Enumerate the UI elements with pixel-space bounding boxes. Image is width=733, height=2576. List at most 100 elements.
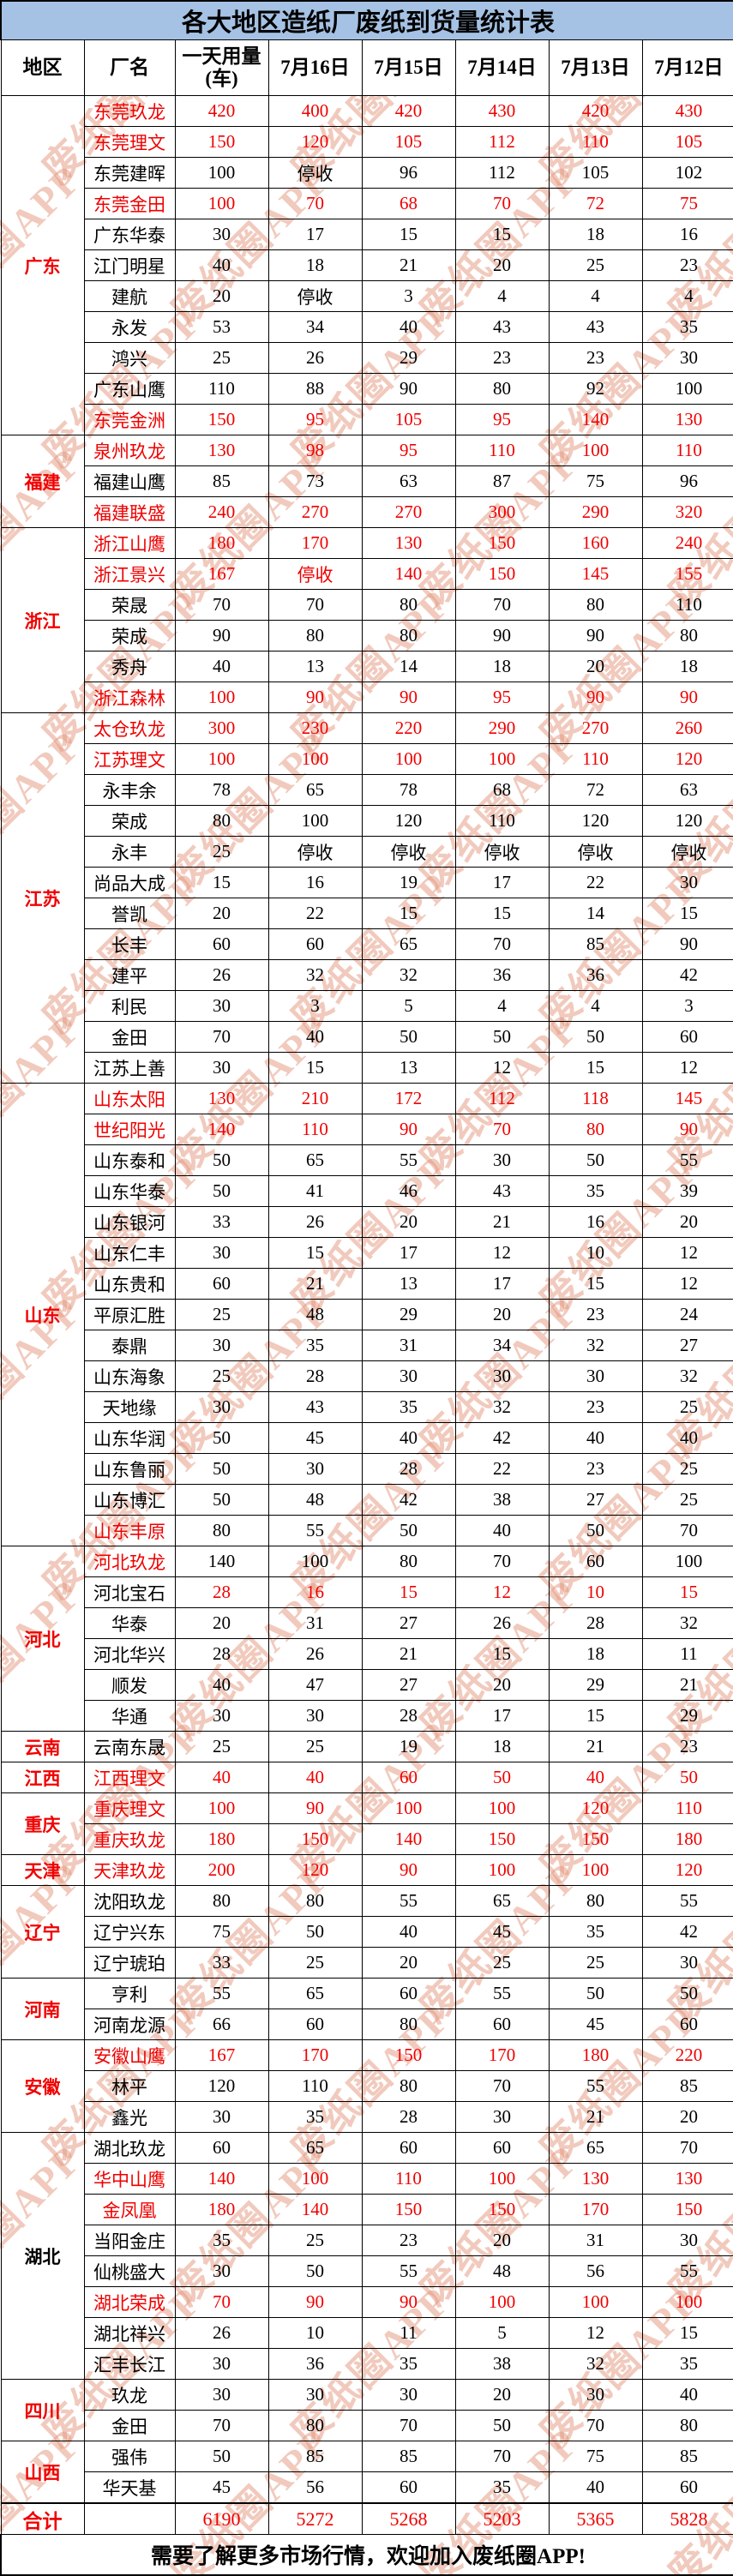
- value-cell: 56: [267, 2471, 363, 2504]
- value-cell: 105: [361, 126, 456, 158]
- value-cell: 110: [174, 373, 269, 405]
- value-cell: 35: [548, 1916, 643, 1948]
- value-cell: 38: [454, 2348, 550, 2380]
- col-header-region: 地区: [0, 39, 85, 96]
- value-cell: 96: [361, 157, 456, 189]
- col-header-date-jul16: 7月16日: [267, 39, 363, 96]
- factory-name-cell: 荣成: [83, 620, 176, 652]
- table-row: 山东 山东太阳 130 210 172 112 118 145: [0, 1083, 733, 1546]
- table-row: 华天基 45 56 60 35 40 60: [1, 2471, 733, 2504]
- value-cell: 118: [548, 1083, 643, 1114]
- table-row: 辽宁 沈阳玖龙 80 80 55 65 80 55: [0, 1885, 733, 1979]
- value-cell: 26: [267, 342, 363, 374]
- region-cell: 广东: [0, 95, 85, 435]
- value-cell: 32: [548, 2348, 643, 2380]
- region-cell: 浙江: [0, 527, 85, 713]
- value-cell: 5: [361, 990, 456, 1022]
- value-cell: 100: [174, 188, 269, 219]
- table-row: 秀舟 40 13 14 18 20 18: [1, 651, 733, 682]
- value-cell: 25: [267, 2225, 363, 2256]
- value-cell: 12: [548, 2317, 643, 2349]
- value-cell: 45: [454, 1916, 550, 1948]
- table-row: 辽宁兴东 75 50 40 45 35 42: [1, 1916, 733, 1948]
- factory-name-cell: 金田: [83, 1021, 176, 1053]
- value-cell: 55: [548, 2070, 643, 2102]
- table-row: 金田 70 40 50 50 50 60: [1, 1021, 733, 1053]
- value-cell: 70: [267, 589, 363, 621]
- value-cell: 90: [361, 1854, 456, 1886]
- value-cell: 80: [454, 373, 550, 405]
- total-value: 5365: [548, 2502, 643, 2535]
- value-cell: 100: [641, 373, 733, 405]
- value-cell: 12: [454, 1576, 550, 1608]
- value-cell: 60: [454, 2009, 550, 2040]
- value-cell: 60: [174, 2132, 269, 2164]
- value-cell: 4: [454, 280, 550, 312]
- factory-name-cell: 华泰: [83, 1607, 176, 1639]
- value-cell: 420: [361, 95, 456, 127]
- value-cell: 16: [267, 867, 363, 898]
- value-cell: 30: [267, 1700, 363, 1732]
- value-cell: 32: [641, 1360, 733, 1392]
- value-cell: 40: [174, 651, 269, 682]
- table-row: 河南龙源 66 60 80 60 45 60: [1, 2009, 733, 2040]
- value-cell: 35: [641, 2348, 733, 2380]
- value-cell: 80: [361, 2070, 456, 2102]
- col-header-date-jul15: 7月15日: [361, 39, 456, 96]
- table-row: 山东泰和 50 65 55 30 50 55: [1, 1144, 733, 1176]
- value-cell: 50: [267, 1916, 363, 1948]
- value-cell: 66: [174, 2009, 269, 2040]
- factory-name-cell: 东莞金洲: [83, 404, 176, 435]
- table-row: 浙江森林 100 90 90 95 90 90: [1, 682, 733, 713]
- region-cell: 重庆: [0, 1792, 85, 1855]
- factory-name-cell: 太仓玖龙: [83, 712, 176, 744]
- value-cell: 55: [361, 2255, 456, 2287]
- page-title: 各大地区造纸厂废纸到货量统计表: [0, 0, 733, 40]
- value-cell: 27: [641, 1330, 733, 1361]
- value-cell: 25: [548, 249, 643, 281]
- value-cell: 10: [548, 1237, 643, 1269]
- value-cell: 100: [454, 2163, 550, 2195]
- table-row: 天地缘 30 43 35 32 23 25: [1, 1391, 733, 1423]
- value-cell: 100: [267, 805, 363, 837]
- value-cell: 180: [174, 2194, 269, 2225]
- value-cell: 65: [267, 1978, 363, 2009]
- value-cell: 50: [174, 1422, 269, 1454]
- value-cell: 100: [174, 1792, 269, 1824]
- value-cell: 14: [361, 651, 456, 682]
- factory-name-cell: 山东华泰: [83, 1175, 176, 1207]
- value-cell: 12: [454, 1052, 550, 1084]
- table-row: 永丰余 78 65 78 68 72 63: [1, 774, 733, 806]
- value-cell: 70: [548, 2410, 643, 2441]
- region-cell: 山西: [0, 2441, 85, 2504]
- value-cell: 70: [174, 589, 269, 621]
- value-cell: 15: [361, 898, 456, 929]
- table-row: 东莞建晖 100 停收 96 112 105 102: [1, 157, 733, 189]
- value-cell: 90: [641, 682, 733, 713]
- value-cell: 65: [548, 2132, 643, 2164]
- value-cell: 112: [454, 157, 550, 189]
- value-cell: 22: [454, 1453, 550, 1485]
- value-cell: 34: [454, 1330, 550, 1361]
- value-cell: 100: [174, 157, 269, 189]
- value-cell: 停收: [641, 836, 733, 868]
- factory-name-cell: 东莞玖龙: [83, 95, 176, 127]
- value-cell: 32: [361, 959, 456, 991]
- factory-name-cell: 山东贵和: [83, 1268, 176, 1300]
- factory-name-cell: 江苏理文: [83, 743, 176, 775]
- factory-name-cell: 江门明星: [83, 249, 176, 281]
- value-cell: 90: [548, 620, 643, 652]
- value-cell: 100: [361, 1792, 456, 1824]
- value-cell: 29: [548, 1669, 643, 1701]
- factory-name-cell: 当阳金庄: [83, 2225, 176, 2256]
- value-cell: 63: [641, 774, 733, 806]
- value-cell: 140: [361, 1823, 456, 1855]
- factory-name-cell: 泉州玖龙: [83, 435, 176, 466]
- value-cell: 270: [361, 496, 456, 528]
- factory-name-cell: 河南龙源: [83, 2009, 176, 2040]
- value-cell: 12: [641, 1268, 733, 1300]
- value-cell: 120: [548, 805, 643, 837]
- value-cell: 30: [641, 867, 733, 898]
- factory-name-cell: 天津玖龙: [83, 1854, 176, 1886]
- value-cell: 70: [174, 2410, 269, 2441]
